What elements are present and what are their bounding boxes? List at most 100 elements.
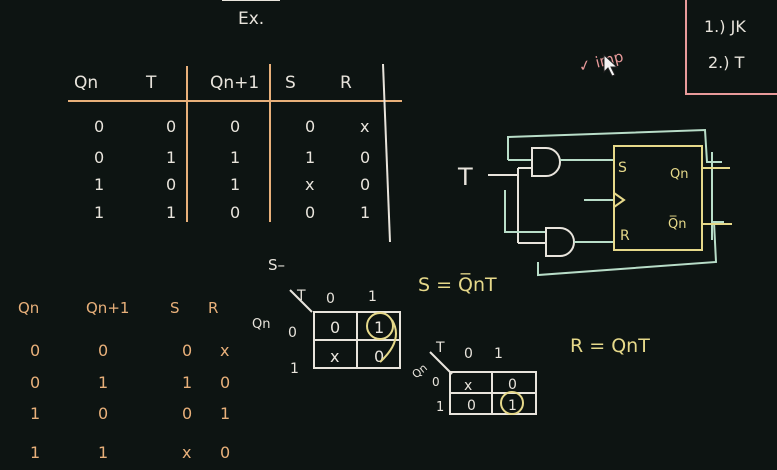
excitation-table-cell: 0 bbox=[30, 341, 40, 360]
excitation-table-cell: 1 bbox=[30, 404, 40, 423]
truth-table-cell: 1 bbox=[94, 203, 104, 222]
excitation-table-cell: x bbox=[220, 341, 229, 360]
excitation-table-header-3: R bbox=[208, 299, 218, 317]
feedback-wire-bottom bbox=[537, 221, 724, 277]
ex-label: Ex. bbox=[238, 9, 264, 29]
truth-table-header-0: Qn bbox=[74, 73, 98, 93]
output-wires bbox=[702, 167, 732, 225]
kmap-s-cell-10: x bbox=[330, 347, 339, 366]
feedback-wire-bottom-in bbox=[504, 190, 546, 233]
excitation-table-header-2: S bbox=[170, 299, 180, 317]
truth-table-cell: 0 bbox=[94, 117, 104, 136]
mouse-cursor-icon bbox=[603, 53, 619, 77]
truth-table-header-4: R bbox=[340, 73, 352, 93]
truth-table-header-3: S bbox=[285, 73, 296, 93]
pin-s-label: S bbox=[618, 160, 627, 176]
topic-item-1: 1.) JK bbox=[704, 17, 746, 36]
r-equation: R = QnT bbox=[570, 335, 650, 357]
excitation-table-cell: 0 bbox=[98, 341, 108, 360]
truth-table-cell: 0 bbox=[360, 175, 370, 194]
excitation-table-cell: x bbox=[182, 443, 191, 462]
pin-r-label: R bbox=[620, 228, 630, 244]
truth-table-cell: x bbox=[360, 117, 369, 136]
truth-table-cell: 1 bbox=[94, 175, 104, 194]
kmap-r-cell-01: 0 bbox=[508, 377, 517, 393]
kmap-s-cell-01: 1 bbox=[374, 318, 384, 337]
truth-table: Qn T Qn+1 S R 0 0 0 0 x 0 1 1 1 0 1 0 1 x 0 1 1 0 0 1 bbox=[68, 63, 402, 243]
truth-table-cell: 0 bbox=[230, 203, 240, 222]
kmap-r-row-head-0: 0 bbox=[432, 375, 440, 389]
truth-table-header-1: T bbox=[145, 73, 157, 93]
truth-table-cell: 1 bbox=[305, 148, 315, 167]
and-gate-bottom bbox=[545, 227, 575, 257]
truth-table-cell: 1 bbox=[166, 148, 176, 167]
truth-table-cell: 0 bbox=[94, 148, 104, 167]
truth-table-cell: 0 bbox=[305, 203, 315, 222]
kmap-s-group-circle bbox=[366, 312, 394, 340]
truth-table-header-2: Qn+1 bbox=[210, 73, 259, 93]
important-note: ✓ imp bbox=[577, 47, 626, 76]
excitation-table-cell: 1 bbox=[182, 373, 192, 392]
excitation-table-header-0: Qn bbox=[18, 299, 39, 317]
truth-table-cell: 0 bbox=[230, 117, 240, 136]
kmap-s-row-head-0: 0 bbox=[288, 325, 297, 341]
t-flipflop-circuit: T S R Qn Q̅n bbox=[457, 128, 732, 277]
excitation-table: Qn Qn+1 S R 0 0 0 x 0 1 1 0 1 0 0 1 1 1 x 0 bbox=[18, 299, 230, 462]
truth-table-cell: 0 bbox=[166, 117, 176, 136]
clock-edge-icon bbox=[613, 192, 626, 208]
kmap-s: T Qn 0 1 0 1 0 1 x 0 bbox=[252, 288, 401, 377]
kmap-r-col-head-1: 1 bbox=[494, 346, 503, 362]
excitation-table-cell: 0 bbox=[182, 404, 192, 423]
excitation-table-cell: 1 bbox=[98, 443, 108, 462]
kmap-s-col-var: T bbox=[296, 288, 306, 304]
truth-table-cell: 1 bbox=[360, 203, 370, 222]
kmap-r-col-head-0: 0 bbox=[464, 346, 473, 362]
excitation-table-cell: 0 bbox=[182, 341, 192, 360]
kmap-r-row-var: Qn bbox=[410, 361, 430, 381]
kmap-r-group-circle bbox=[500, 391, 524, 415]
excitation-table-cell: 0 bbox=[98, 404, 108, 423]
topic-list-box: 1.) JK 2.) T bbox=[685, 0, 777, 95]
kmap-s-row-head-1: 1 bbox=[290, 361, 299, 377]
kmap-s-corner bbox=[289, 289, 313, 313]
s-equation: S = Q̅nT bbox=[418, 272, 497, 296]
kmap-r-corner bbox=[429, 351, 453, 375]
kmap-s-label: S– bbox=[268, 256, 285, 274]
sr-flipflop-box bbox=[613, 145, 703, 251]
truth-table-cell: 1 bbox=[230, 148, 240, 167]
excitation-table-cell: 1 bbox=[30, 443, 40, 462]
kmap-r: T Qn 0 1 0 1 x 0 0 1 bbox=[410, 340, 537, 415]
excitation-table-cell: 0 bbox=[220, 373, 230, 392]
kmap-s-group-arc bbox=[379, 319, 397, 363]
topic-list-border bbox=[685, 0, 777, 95]
kmap-r-cell-00: x bbox=[464, 378, 472, 394]
and-gate-top bbox=[531, 147, 561, 177]
excitation-table-cell: 1 bbox=[98, 373, 108, 392]
kmap-s-col-head-0: 0 bbox=[326, 291, 335, 307]
truth-table-cell: 0 bbox=[166, 175, 176, 194]
kmap-s-col-head-1: 1 bbox=[368, 289, 377, 305]
input-t-wire bbox=[488, 167, 546, 244]
circuit-input-t: T bbox=[457, 163, 473, 191]
excitation-table-header-1: Qn+1 bbox=[86, 299, 129, 317]
truth-table-cell: x bbox=[305, 175, 314, 194]
output-q-label: Qn bbox=[670, 167, 688, 182]
output-qbar-label: Q̅n bbox=[668, 216, 686, 232]
kmap-r-col-var: T bbox=[435, 340, 445, 356]
excitation-table-cell: 0 bbox=[220, 443, 230, 462]
kmap-r-cell-11: 1 bbox=[508, 398, 517, 414]
truth-table-cell: 1 bbox=[230, 175, 240, 194]
excitation-table-cell: 1 bbox=[220, 404, 230, 423]
truth-table-cell: 0 bbox=[305, 117, 315, 136]
kmap-s-cell-00: 0 bbox=[330, 318, 340, 337]
kmap-r-row-head-1: 1 bbox=[436, 400, 444, 415]
kmap-r-cell-10: 0 bbox=[467, 398, 476, 414]
kmap-s-row-var: Qn bbox=[252, 317, 270, 332]
kmap-s-cell-11: 0 bbox=[374, 347, 384, 366]
excitation-table-cell: 0 bbox=[30, 373, 40, 392]
truth-table-cell: 1 bbox=[166, 203, 176, 222]
topic-item-2: 2.) T bbox=[708, 53, 745, 72]
truth-table-divider-3 bbox=[382, 63, 391, 243]
truth-table-cell: 0 bbox=[360, 148, 370, 167]
